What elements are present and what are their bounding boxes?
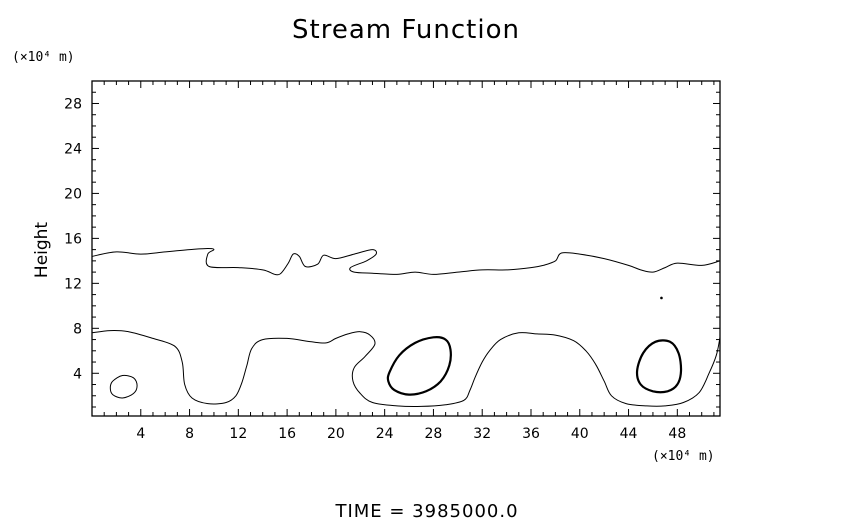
- y-tick-label: 16: [64, 231, 82, 247]
- x-tick-label: 32: [473, 426, 491, 442]
- contour-lines: [91, 248, 721, 407]
- contour-center-oval: [386, 336, 452, 396]
- y-tick-label: 20: [64, 186, 82, 202]
- chart-title: Stream Function: [292, 15, 520, 45]
- x-tick-label: 4: [136, 426, 145, 442]
- y-tick-label: 28: [64, 96, 82, 112]
- x-tick-label: 20: [327, 426, 345, 442]
- x-tick-label: 40: [571, 426, 589, 442]
- y-tick-label: 12: [64, 276, 82, 292]
- contour-upper: [91, 248, 721, 276]
- contour-small-left: [109, 374, 138, 399]
- x-tick-label: 44: [620, 426, 638, 442]
- x-tick-label: 48: [668, 426, 686, 442]
- y-tick-label: 8: [73, 321, 82, 337]
- y-axis-unit: (×10⁴ m): [12, 50, 75, 65]
- contour-right-oval: [635, 339, 683, 394]
- y-axis-label: Height: [32, 222, 52, 279]
- contour-lower: [91, 330, 721, 407]
- x-tick-label: 8: [185, 426, 194, 442]
- x-tick-label: 16: [278, 426, 296, 442]
- x-tick-label: 24: [376, 426, 394, 442]
- x-axis-unit: (×10⁴ m): [652, 449, 715, 464]
- contour-dot: [660, 296, 663, 300]
- time-footer: TIME = 3985000.0: [334, 501, 518, 519]
- plot-frame: [91, 80, 721, 417]
- x-tick-label: 12: [229, 426, 247, 442]
- x-tick-label: 28: [425, 426, 443, 442]
- x-tick-label: 36: [522, 426, 540, 442]
- axis-ticks: [92, 81, 720, 416]
- y-tick-label: 4: [73, 366, 82, 382]
- y-tick-label: 24: [64, 141, 82, 157]
